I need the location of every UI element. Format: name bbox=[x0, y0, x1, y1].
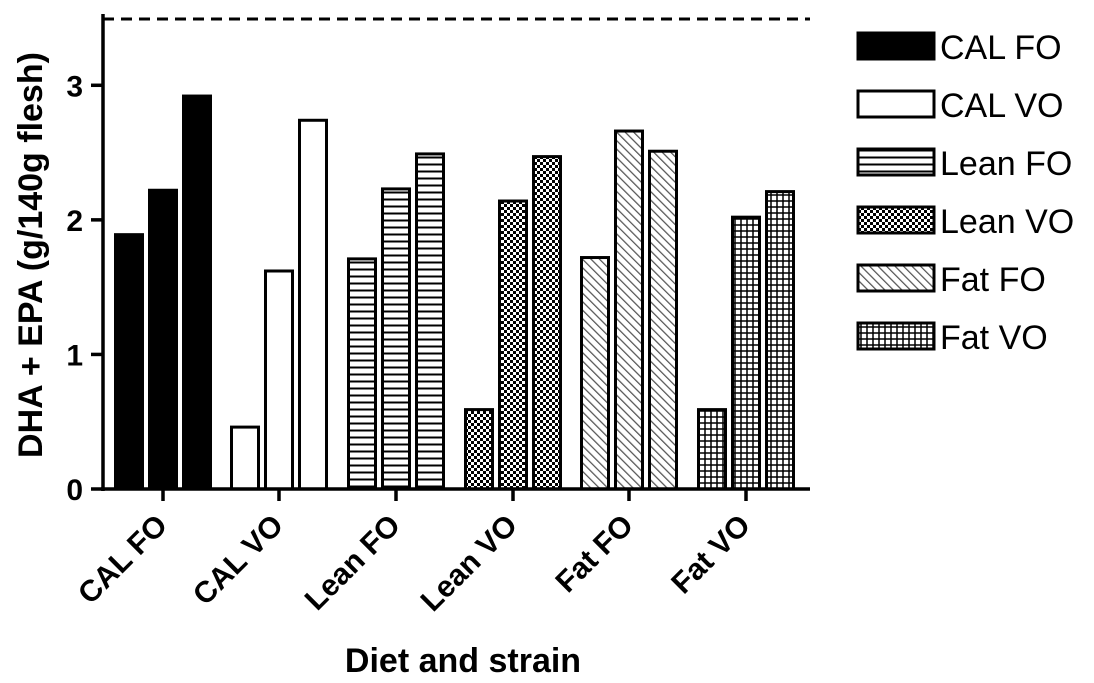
bar-fat-vo-1 bbox=[697, 408, 727, 491]
bar-fat-vo-3 bbox=[765, 190, 795, 491]
legend-label-cal-vo: CAL VO bbox=[940, 87, 1063, 125]
legend-label-lean-fo: Lean FO bbox=[940, 145, 1072, 183]
legend-swatch-cal-fo bbox=[856, 31, 936, 61]
legend-label-lean-vo: Lean VO bbox=[940, 203, 1074, 241]
legend-swatch-lean-fo bbox=[856, 147, 936, 177]
x-tick-label-2: CAL VO bbox=[187, 509, 290, 612]
bar-lean-vo-2 bbox=[498, 199, 528, 491]
y-axis-title: DHA + EPA (g/140g flesh) bbox=[12, 52, 50, 458]
bar-fat-fo-3 bbox=[648, 149, 678, 491]
y-tick-label-3: 3 bbox=[66, 70, 83, 103]
bar-lean-vo-1 bbox=[464, 408, 494, 491]
y-tick-label-1: 1 bbox=[66, 339, 83, 372]
legend-swatch-fat-vo bbox=[856, 321, 936, 351]
bar-lean-vo-3 bbox=[532, 155, 562, 491]
legend-swatch-fat-fo bbox=[856, 263, 936, 293]
x-tick-label-6: Fat VO bbox=[665, 509, 757, 601]
bar-cal-vo-2 bbox=[264, 269, 294, 491]
legend-label-cal-fo: CAL FO bbox=[940, 29, 1062, 67]
bar-cal-fo-1 bbox=[114, 233, 144, 491]
bar-lean-fo-2 bbox=[381, 187, 411, 491]
legend-swatch-cal-vo bbox=[856, 89, 936, 119]
y-tick-label-0: 0 bbox=[66, 474, 83, 507]
x-axis-title: Diet and strain bbox=[345, 642, 581, 680]
legend-label-fat-fo: Fat FO bbox=[940, 261, 1046, 299]
bar-fat-vo-2 bbox=[731, 215, 761, 491]
x-tick-label-1: CAL FO bbox=[72, 509, 174, 611]
bars-layer bbox=[114, 94, 795, 491]
x-tick-label-4: Lean VO bbox=[415, 509, 524, 618]
bar-fat-fo-1 bbox=[580, 256, 610, 491]
y-tick-label-2: 2 bbox=[66, 205, 83, 238]
legend: CAL FO CAL VO Lean FO Lean VO Fat FO Fat VO bbox=[856, 29, 1074, 357]
bar-cal-vo-3 bbox=[298, 118, 328, 491]
bar-lean-fo-3 bbox=[415, 152, 445, 491]
bar-cal-fo-2 bbox=[148, 188, 178, 491]
bar-cal-fo-3 bbox=[182, 94, 212, 491]
legend-swatch-lean-vo bbox=[856, 205, 936, 235]
bar-fat-fo-2 bbox=[614, 129, 644, 491]
bar-cal-vo-1 bbox=[230, 425, 260, 491]
bar-lean-fo-1 bbox=[347, 257, 377, 491]
legend-label-fat-vo: Fat VO bbox=[940, 319, 1048, 357]
x-tick-label-3: Lean FO bbox=[299, 509, 407, 617]
x-tick-label-5: Fat FO bbox=[549, 509, 640, 600]
